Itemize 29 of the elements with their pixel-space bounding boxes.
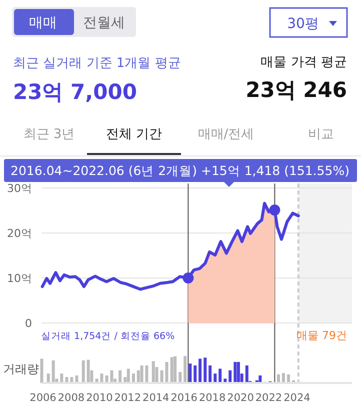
y-axis-title: 거래량 bbox=[3, 362, 39, 376]
text: 23억 7,000 bbox=[13, 80, 137, 104]
text: 매물 79건 bbox=[296, 329, 347, 342]
text: 30평 bbox=[287, 16, 319, 32]
text: 2016.04~2022.06 (6년 2개월) +15억 1,418 (151.55%) bbox=[10, 163, 350, 178]
x-tick-label: 2010 bbox=[86, 392, 113, 404]
text: 비교 bbox=[308, 127, 334, 142]
x-tick-label: 2020 bbox=[227, 392, 254, 404]
x-tick-label: 2024 bbox=[284, 392, 311, 404]
text: 매물 가격 평균 bbox=[260, 55, 347, 70]
text: 최근 실거래 기준 1개월 평균 bbox=[13, 56, 181, 71]
x-tick-label: 2012 bbox=[114, 392, 142, 404]
y-tick-label: 0 bbox=[25, 317, 32, 330]
y-tick-label: 30억 bbox=[7, 182, 32, 195]
x-tick-label: 2022 bbox=[255, 392, 282, 404]
text: 전체 기간 bbox=[106, 127, 162, 142]
x-tick-label: 2018 bbox=[198, 392, 226, 404]
x-tick-label: 2008 bbox=[58, 392, 85, 404]
text: 전월세 bbox=[83, 15, 125, 31]
y-tick-label: 20억 bbox=[7, 227, 32, 240]
text: 23억 246 bbox=[246, 78, 347, 102]
text: 최근 3년 bbox=[23, 127, 75, 142]
x-tick-label: 2014 bbox=[142, 392, 170, 404]
text: 매매/전세 bbox=[198, 127, 254, 142]
text: 매매 bbox=[29, 15, 57, 31]
x-tick-label: 2016 bbox=[170, 392, 198, 404]
y-tick-label: 10억 bbox=[7, 272, 32, 285]
text: 실거래 1,754건 / 회전율 66% bbox=[41, 331, 175, 342]
x-tick-label: 2006 bbox=[30, 392, 57, 404]
